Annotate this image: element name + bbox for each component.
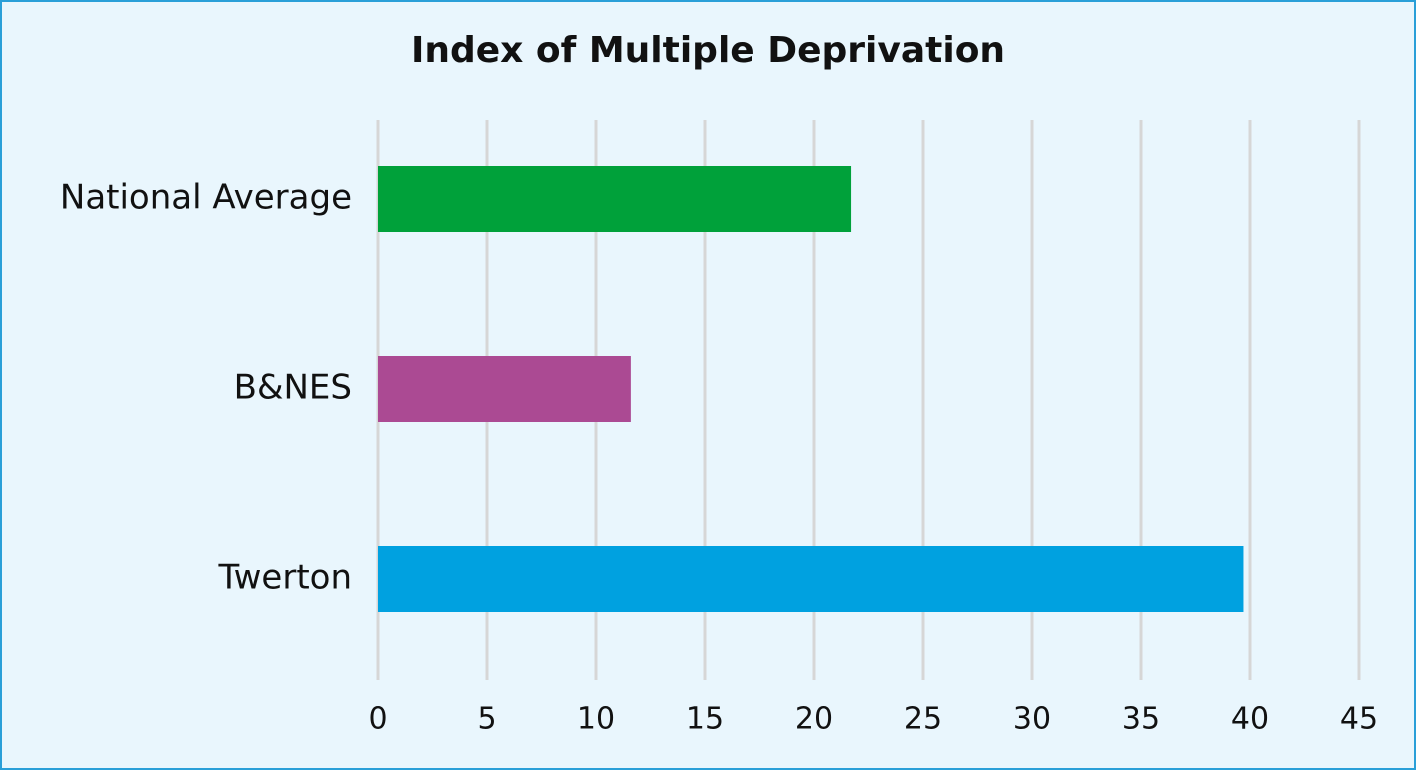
x-tick-label: 5 — [477, 702, 496, 737]
x-tick-label: 30 — [1013, 702, 1051, 737]
y-tick-label: National Average — [60, 178, 352, 218]
x-tick-label: 20 — [795, 702, 833, 737]
x-tick-label: 45 — [1340, 702, 1378, 737]
bar — [378, 356, 631, 422]
x-tick-label: 40 — [1231, 702, 1269, 737]
x-tick-label: 35 — [1122, 702, 1160, 737]
x-tick-label: 0 — [368, 702, 387, 737]
x-tick-label: 15 — [686, 702, 724, 737]
bar — [378, 546, 1244, 612]
chart-title: Index of Multiple Deprivation — [411, 30, 1005, 71]
x-tick-label: 10 — [577, 702, 615, 737]
y-tick-label: Twerton — [217, 558, 352, 598]
bar — [378, 166, 852, 232]
x-tick-label: 25 — [904, 702, 942, 737]
y-tick-label: B&NES — [234, 368, 352, 408]
